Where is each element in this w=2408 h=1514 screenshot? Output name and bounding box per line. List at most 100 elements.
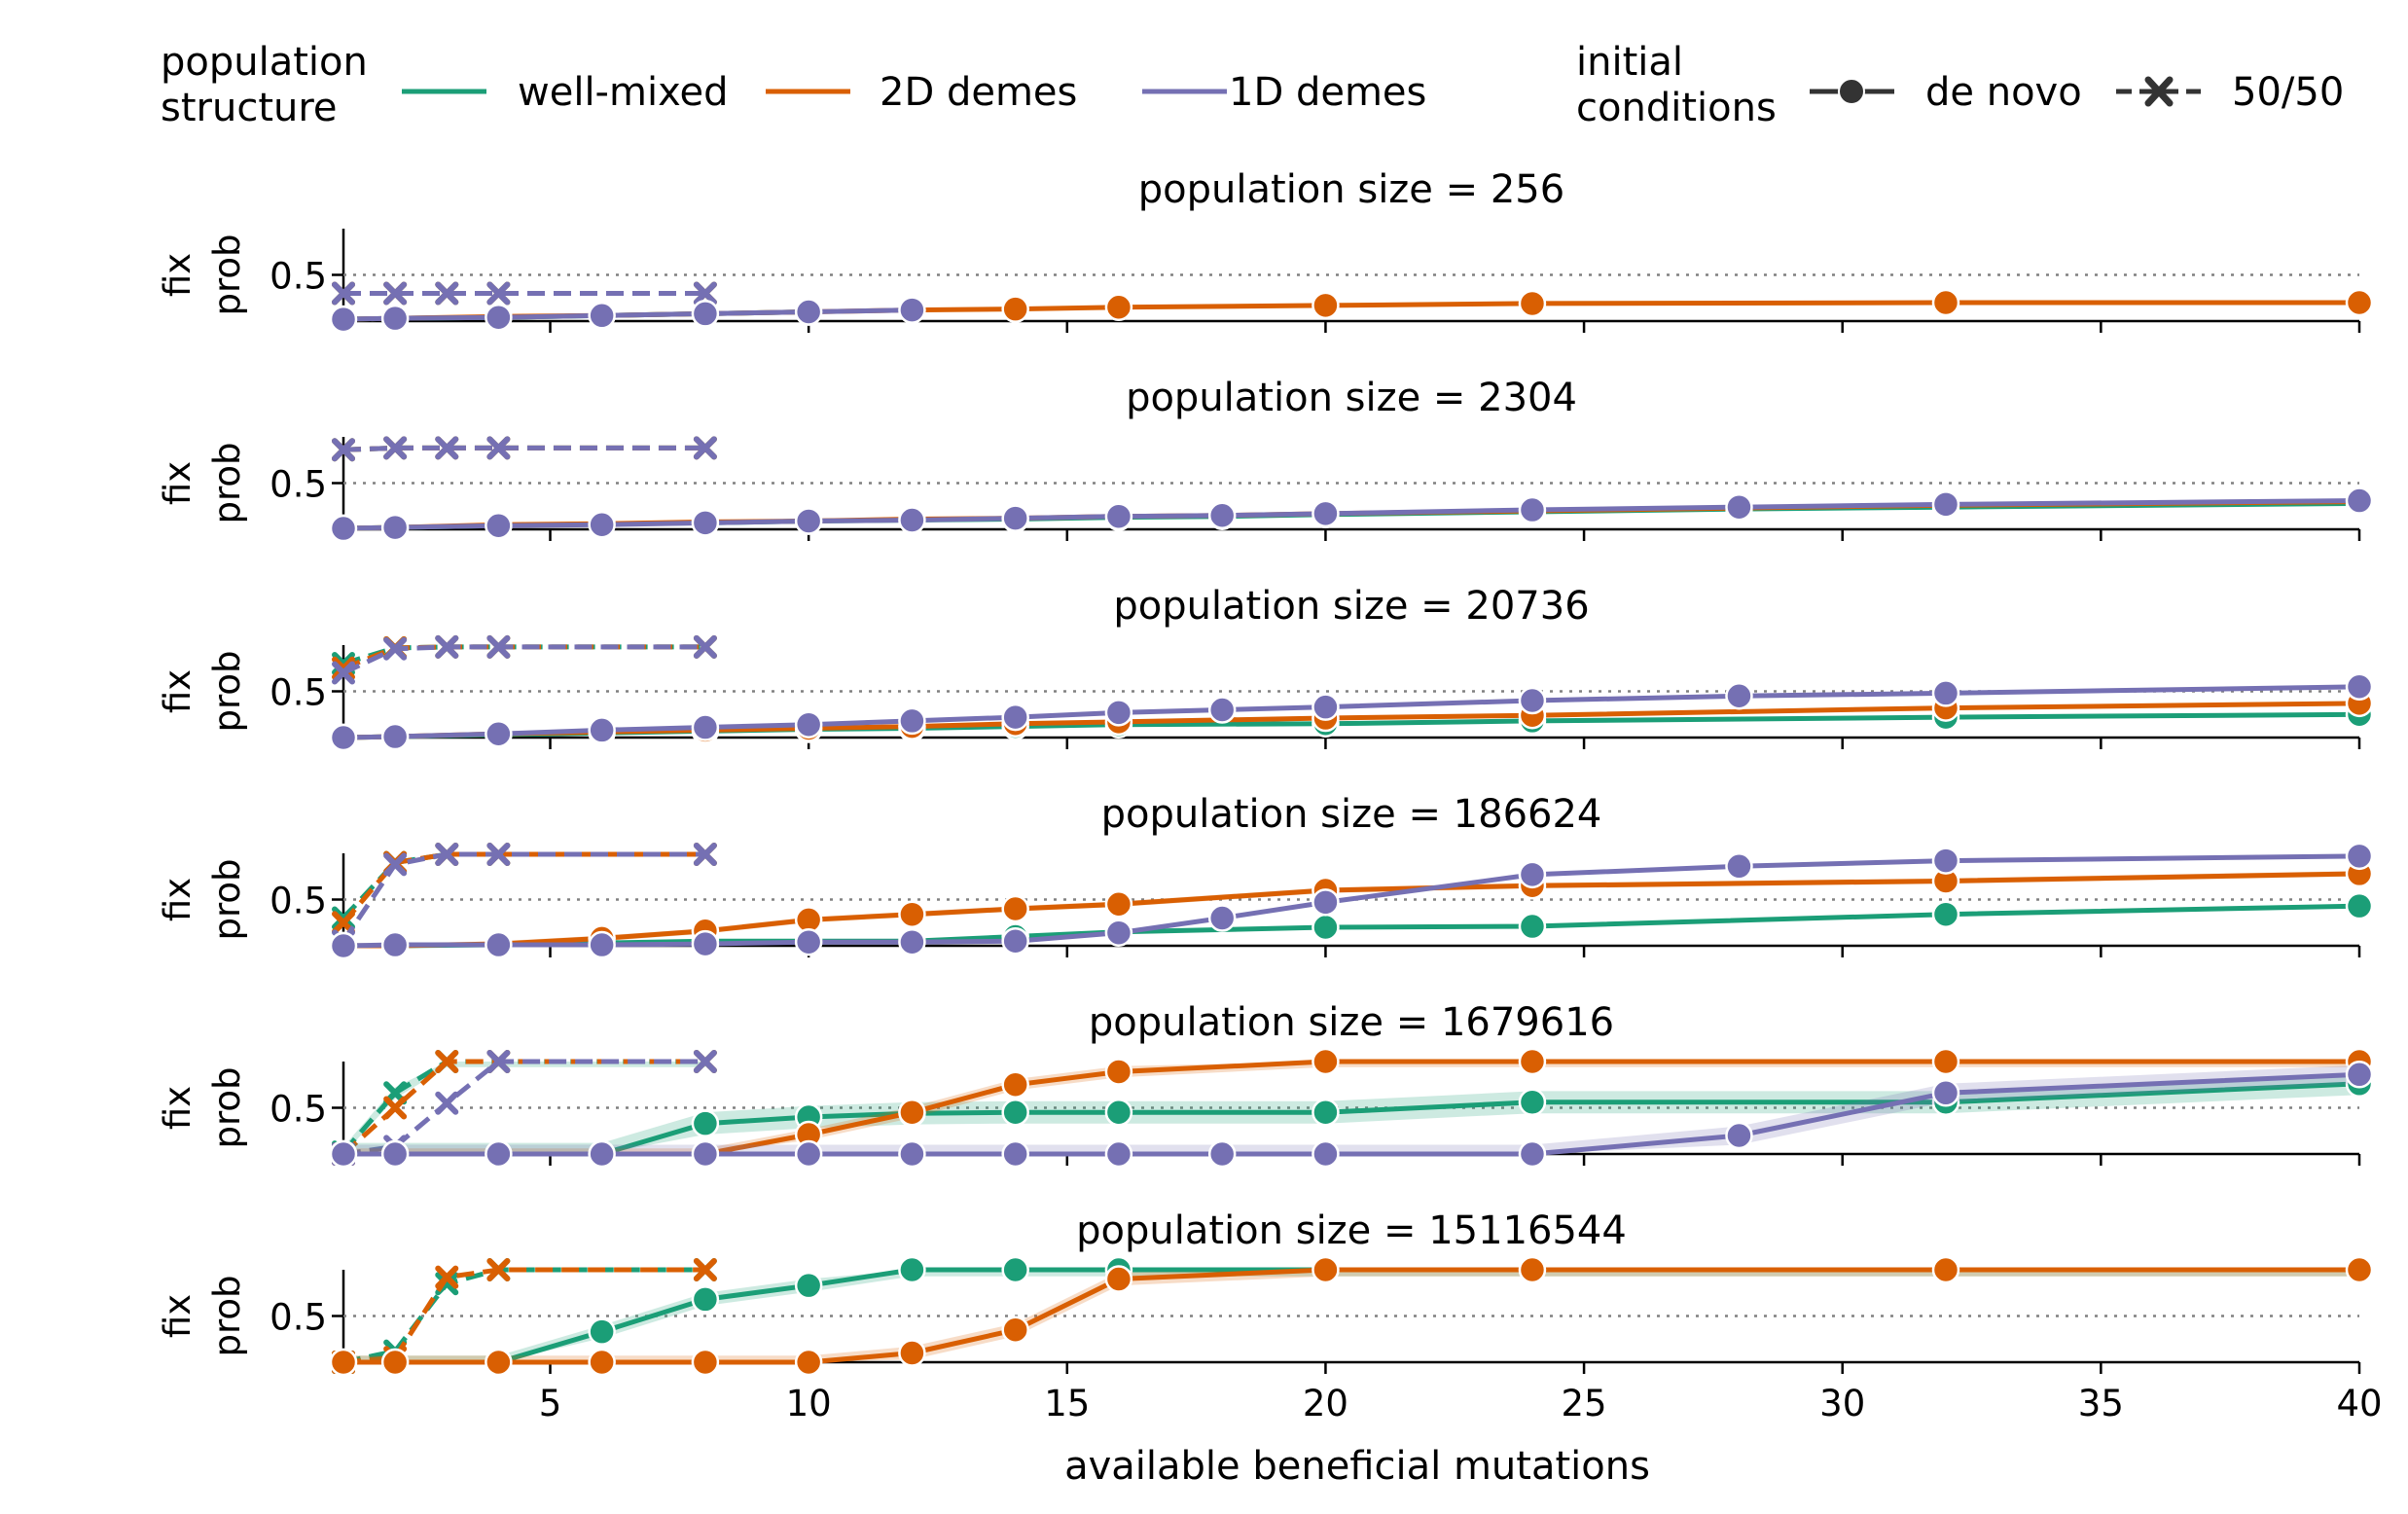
data-point [588,1317,616,1346]
x-axis-label: available beneficial mutations [1064,1444,1650,1489]
data-point [794,1139,823,1169]
data-point [1207,904,1237,932]
data-point [329,305,358,334]
panel-3: population size = 20736 0.5 fix prob [157,584,2374,752]
data-point [1518,1255,1547,1284]
legend-swatch-de-novo-marker [1838,78,1865,105]
data-point [383,436,408,460]
data-point [794,1271,823,1300]
x-tick-label: 40 [2336,1383,2382,1424]
x-tick-label: 20 [1303,1383,1348,1424]
legend-label-2d-demes: 2D demes [880,70,1077,115]
data-point [1725,682,1753,710]
data-point [485,303,513,332]
data-point [691,929,720,958]
panel-2: population size = 2304 0.5 fix prob [157,376,2374,543]
legend-swatch-fifty-marker [2144,76,2174,107]
data-point [1931,1079,1960,1107]
data-point [693,842,717,866]
data-point [383,1096,408,1120]
plot-area [329,842,2374,960]
data-point [588,1139,616,1169]
data-point [898,506,926,534]
data-point [693,1050,717,1073]
data-point [329,1348,358,1377]
y-axis-label-line1: fix [157,669,198,713]
data-point [693,281,717,306]
data-point [380,513,410,542]
data-point [1207,696,1237,724]
data-point [1001,504,1029,532]
data-point [794,507,823,535]
data-point [1312,1139,1340,1169]
data-point [332,661,355,685]
data-point [1104,919,1133,947]
data-point [1104,1265,1133,1293]
series-1d-demes-de-novo [329,487,2374,543]
data-point [435,1265,459,1289]
y-tick-label: 0.5 [270,1297,327,1339]
data-point [1104,502,1133,530]
panel-title: population size = 256 [1138,167,1564,212]
data-point [1518,912,1547,941]
data-point [380,1139,410,1169]
data-point [691,713,720,741]
data-point [794,298,823,326]
data-point [1518,1088,1547,1117]
data-point [898,1099,926,1127]
series-1d-demes-fifty-fifty [332,634,717,685]
x-tick-label: 10 [786,1383,832,1424]
y-axis-label-line2: prob [206,1066,248,1148]
panel-title: population size = 15116544 [1076,1208,1627,1253]
data-point [329,1139,358,1169]
data-point [1104,1058,1133,1086]
data-point [2345,1061,2374,1089]
legend-structure-title-line2: structure [161,86,338,130]
data-point [1207,501,1237,529]
y-tick-label: 0.5 [270,256,327,298]
data-point [1001,295,1029,323]
data-point [1001,1099,1029,1127]
data-point [898,1139,926,1169]
y-axis-label-line1: fix [157,1294,198,1338]
legend-label-de-novo: de novo [1925,70,2082,115]
panel-title: population size = 186624 [1101,792,1602,837]
panel-5: population size = 1679616 0.5 fix prob [157,1000,2374,1169]
data-point [380,1348,410,1377]
y-axis-label-line2: prob [206,442,248,523]
data-point [1518,289,1547,318]
series-1d-demes-de-novo [329,672,2374,752]
y-tick-label: 0.5 [270,881,327,922]
data-point [380,930,410,959]
legend-label-well-mixed: well-mixed [518,70,729,115]
x-tick-label: 15 [1044,1383,1090,1424]
data-point [1312,1255,1340,1284]
data-point [435,281,459,306]
data-point [435,436,459,460]
y-axis-label-line2: prob [206,1275,248,1356]
y-axis-label-line2: prob [206,234,248,315]
data-point [1931,679,1960,707]
plot-area [329,1047,2374,1169]
data-point [898,1255,926,1284]
data-point [329,514,358,543]
data-point [1931,1047,1960,1076]
data-point [1001,1255,1029,1284]
plot-area [329,281,2374,334]
data-point [486,281,511,306]
data-point [1001,894,1029,923]
data-point [898,900,926,928]
data-point [693,634,717,659]
data-point [1931,288,1960,317]
data-point [691,1109,720,1137]
x-axis-tick-labels: 5 10 15 20 25 30 35 40 [539,1383,2383,1424]
data-point [486,1258,511,1281]
data-point [693,1258,717,1281]
series-1d-demes-de-novo [329,296,926,334]
y-axis-label-line1: fix [157,461,198,505]
series-1d-demes-de-novo [329,1061,2374,1169]
series-1d-demes-fifty-fifty [332,281,717,306]
data-point [1312,693,1340,721]
